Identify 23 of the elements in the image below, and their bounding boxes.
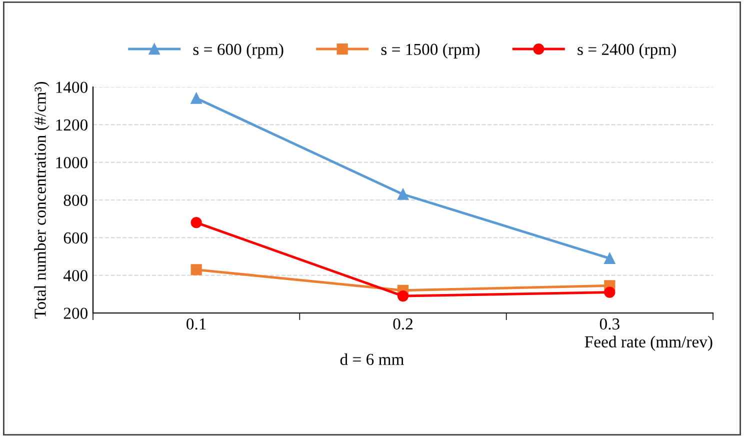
y-tick-label: 200 xyxy=(64,308,88,319)
point xyxy=(397,290,409,302)
point xyxy=(397,188,409,200)
y-axis-title: Total number concentration (#/cm³) xyxy=(34,82,50,318)
point xyxy=(190,217,202,228)
x-axis-title: Feed rate (mm/rev) xyxy=(584,336,712,351)
point xyxy=(190,92,202,104)
legend-label: s = 2400 (rpm) xyxy=(578,43,676,58)
y-tick-label: 400 xyxy=(63,270,88,282)
legend-label: s = 600 (rpm) xyxy=(193,43,284,58)
x-tick-label: 0.3 xyxy=(600,318,620,330)
text: d = 6 mm xyxy=(340,353,404,366)
point xyxy=(190,264,202,276)
legend-label: s = 1500 (rpm) xyxy=(381,43,480,58)
y-tick-label: 800 xyxy=(64,194,88,206)
x-tick-label: 0.2 xyxy=(393,318,412,330)
y-tick-label: 600 xyxy=(64,232,88,244)
y-tick-label: 1000 xyxy=(56,157,88,168)
point xyxy=(604,286,616,298)
point xyxy=(604,252,616,264)
y-tick-label: 1200 xyxy=(56,119,88,131)
y-tick-label: 1400 xyxy=(56,82,88,93)
x-tick-label: 0.1 xyxy=(186,318,206,330)
